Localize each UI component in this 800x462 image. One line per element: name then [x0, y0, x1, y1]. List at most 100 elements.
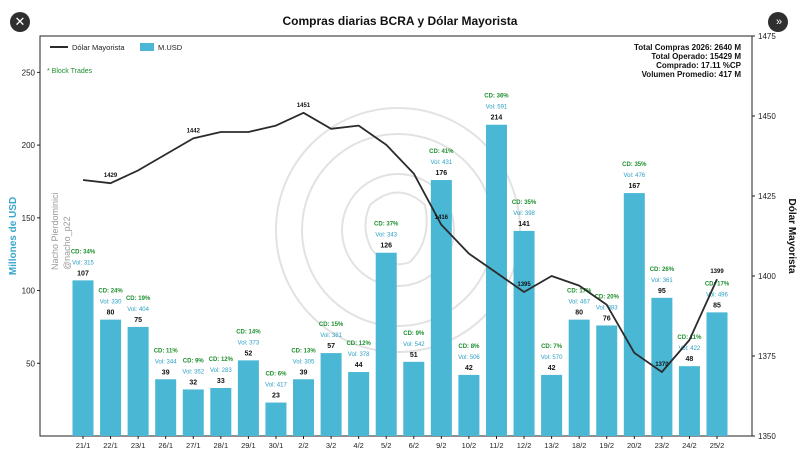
y-left-tick-label: 150	[22, 214, 36, 223]
x-tick-label: 26/1	[158, 441, 173, 450]
bar-cd-label: CD: 6%	[265, 372, 287, 378]
bar-cd-label: CD: 15%	[319, 322, 344, 328]
y-right-tick-label: 1450	[758, 112, 776, 121]
bar-vol-label: Vol: 496	[706, 292, 728, 298]
bar-cd-label: CD: 7%	[541, 344, 563, 350]
bar-vol-label: Vol: 570	[541, 355, 563, 361]
bar-cd-label: CD: 12%	[346, 341, 371, 347]
line-point-label: 1429	[104, 173, 118, 179]
x-tick-label: 24/2	[682, 441, 697, 450]
bar	[513, 230, 535, 436]
close-button[interactable]: ✕	[10, 12, 30, 32]
bar-vol-label: Vol: 431	[431, 160, 453, 166]
bar-value-label: 23	[272, 393, 280, 400]
bar-value-label: 44	[355, 362, 363, 369]
y-axis-right-ticks: 1350 1375 1400 1425 1450 1475	[752, 32, 776, 441]
bar-vol-label: Vol: 381	[320, 333, 342, 339]
y-axis-left-title: Millones de USD	[8, 197, 19, 275]
x-tick-label: 5/2	[381, 441, 391, 450]
bar-vol-label: Vol: 404	[127, 307, 149, 313]
dolar-mayorista-line	[82, 111, 718, 373]
bar-value-label: 32	[189, 379, 197, 386]
summary-volumen-promedio: Volumen Promedio: 417 M	[642, 70, 742, 79]
bar	[72, 280, 94, 436]
bar	[348, 372, 370, 436]
bar-cd-label: CD: 26%	[650, 267, 675, 273]
x-tick-label: 4/2	[353, 441, 363, 450]
block-trades-note: * Block Trades	[47, 68, 93, 75]
x-tick-label: 11/2	[489, 441, 503, 450]
bar	[458, 374, 480, 436]
bar-value-label: 80	[107, 310, 115, 317]
bar-cd-label: CD: 13%	[291, 348, 316, 354]
bar-vol-label: Vol: 467	[568, 300, 590, 306]
x-tick-label: 22/1	[103, 441, 118, 450]
y-right-tick-label: 1350	[758, 432, 776, 441]
bar-value-label: 80	[575, 310, 583, 317]
bar-vol-label: Vol: 417	[265, 383, 287, 389]
x-tick-label: 3/2	[326, 441, 336, 450]
watermark-handle: @nacho_p22	[62, 216, 72, 270]
bar-value-label: 48	[686, 356, 694, 363]
x-tick-label: 25/2	[710, 441, 725, 450]
summary-total-operado: Total Operado: 15429 M	[651, 52, 741, 61]
bar	[706, 312, 728, 436]
bar-value-label: 42	[465, 365, 473, 372]
bar-cd-label: CD: 8%	[458, 344, 480, 350]
bar-vol-label: Vol: 352	[182, 369, 204, 375]
line-point-label: 1442	[187, 128, 201, 134]
next-button[interactable]: »	[768, 12, 788, 32]
bar	[210, 388, 232, 436]
bar-cd-label: CD: 37%	[374, 222, 399, 228]
bar-value-label: 126	[380, 243, 392, 250]
x-tick-label: 21/1	[76, 441, 91, 450]
bar-vol-label: Vol: 361	[651, 278, 673, 284]
bar-vol-label: Vol: 305	[293, 359, 315, 365]
bar-value-label: 33	[217, 378, 225, 385]
x-tick-label: 23/2	[655, 441, 670, 450]
bar-vol-label: Vol: 422	[679, 346, 701, 352]
watermark-name: Nacho Pierdominici	[50, 192, 60, 270]
bar	[430, 180, 452, 436]
bar	[320, 353, 342, 436]
bar-vol-label: Vol: 373	[238, 340, 260, 346]
bar	[568, 319, 590, 436]
bar-vol-label: Vol: 343	[375, 233, 397, 239]
bar	[485, 124, 507, 437]
summary-total-compras: Total Compras 2026: 2640 M	[634, 43, 741, 52]
y-axis-right-title: Dólar Mayorista	[786, 198, 797, 273]
legend-line-label: Dólar Mayorista	[72, 43, 125, 52]
bar-cd-label: CD: 11%	[154, 348, 179, 354]
bar-value-label: 76	[603, 315, 611, 322]
bar-vol-label: Vol: 506	[458, 355, 480, 361]
bar-cd-label: CD: 9%	[403, 331, 425, 337]
bar-cd-label: CD: 9%	[183, 358, 205, 364]
x-tick-label: 27/1	[186, 441, 201, 450]
bar-value-label: 85	[713, 302, 721, 309]
bar	[100, 319, 122, 436]
bar-vol-label: Vol: 283	[210, 368, 232, 374]
bar-value-label: 214	[491, 115, 503, 122]
bar-value-label: 39	[162, 369, 170, 376]
x-tick-label: 30/1	[269, 441, 284, 450]
bar-cd-label: CD: 24%	[98, 289, 123, 295]
bar-vol-label: Vol: 591	[486, 105, 508, 111]
x-tick-label: 29/1	[241, 441, 256, 450]
bar-value-label: 107	[77, 270, 89, 277]
bar-series	[72, 124, 728, 437]
bar-value-label: 75	[134, 317, 142, 324]
y-right-tick-label: 1400	[758, 272, 776, 281]
bar-vol-label: Vol: 315	[72, 260, 94, 266]
bar-vol-label: Vol: 476	[623, 173, 645, 179]
x-tick-label: 9/2	[436, 441, 446, 450]
line-point-label: 1451	[297, 103, 311, 109]
bar-cd-label: CD: 17%	[567, 289, 592, 295]
y-axis-left-ticks: 50 100 150 200 250	[22, 68, 40, 368]
bar	[403, 361, 425, 436]
bar-cd-label: CD: 17%	[705, 281, 730, 287]
x-tick-label: 13/2	[544, 441, 559, 450]
bar	[265, 402, 287, 436]
bcra-seal-watermark	[275, 107, 521, 353]
x-tick-label: 28/1	[214, 441, 229, 450]
